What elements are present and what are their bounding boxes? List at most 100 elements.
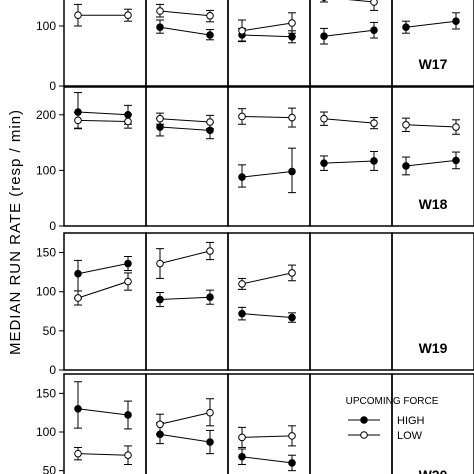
panel-frame-w18-1 — [63, 86, 147, 227]
data-point-low — [370, 119, 378, 127]
series-line-high — [241, 313, 293, 319]
data-point-high — [156, 23, 164, 32]
series-line-high — [405, 159, 457, 167]
series-line-high — [159, 126, 211, 131]
data-point-low — [206, 12, 214, 20]
panel-frame-w18-3 — [227, 86, 311, 227]
legend-low-marker — [360, 431, 368, 439]
data-point-high — [238, 452, 246, 461]
subject-label-w19: W19 — [419, 340, 448, 356]
data-point-low — [288, 432, 296, 440]
data-point-low — [288, 19, 296, 27]
data-point-low — [238, 27, 246, 35]
legend-high-marker — [360, 416, 368, 424]
subject-label-w20: W20 — [419, 467, 448, 474]
series-line-low — [77, 281, 129, 299]
panel-frame-w19-3 — [227, 232, 311, 371]
data-point-high — [320, 159, 328, 167]
series-line-high — [241, 171, 293, 178]
legend: UPCOMING FORCE HIGH LOW — [346, 396, 439, 442]
series-line-low — [77, 119, 129, 122]
data-point-high — [320, 32, 328, 41]
y-tick-label: 50 — [43, 464, 57, 474]
data-point-low — [402, 121, 410, 129]
data-point-low — [206, 408, 214, 417]
y-axis-label: MEDIAN RUN RATE (resp / min) — [7, 109, 24, 355]
panel-frame-w19-1 — [63, 232, 147, 371]
data-point-low — [288, 269, 296, 277]
data-point-low — [238, 112, 246, 121]
data-point-high — [74, 405, 82, 413]
data-point-low — [370, 0, 378, 6]
series-line-high — [77, 111, 129, 116]
data-point-high — [452, 17, 460, 26]
data-point-high — [288, 33, 296, 41]
y-tick-label: 0 — [49, 79, 56, 93]
series-line-high — [405, 20, 457, 28]
data-point-low — [321, 0, 327, 1]
subject-label-w17: W17 — [419, 56, 448, 72]
data-point-low — [288, 113, 296, 122]
series-line-high — [159, 296, 211, 301]
series-line-high — [77, 408, 129, 416]
legend-high-label: HIGH — [397, 415, 425, 427]
data-point-high — [238, 309, 246, 318]
data-point-low — [156, 420, 164, 429]
series-line-high — [159, 433, 211, 443]
y-tick-label: 0 — [49, 219, 56, 233]
series-line-low — [159, 10, 211, 17]
series-line-low — [241, 22, 293, 32]
data-point-high — [124, 259, 132, 268]
series-line-low — [405, 124, 457, 128]
series-line-low — [77, 453, 129, 456]
data-point-high — [206, 293, 214, 301]
data-point-low — [124, 277, 132, 286]
series-line-low — [323, 118, 375, 124]
y-tick-label: 150 — [36, 386, 56, 400]
data-point-low — [74, 116, 82, 125]
data-point-low — [238, 433, 246, 442]
series-line-high — [241, 456, 293, 464]
y-tick-label: 150 — [36, 246, 56, 260]
data-point-high — [288, 167, 296, 176]
series-line-high — [77, 263, 129, 275]
data-point-low — [124, 11, 132, 19]
marks-layer — [74, 0, 460, 472]
panel-frame-w18-2 — [145, 86, 229, 227]
data-point-low — [124, 117, 132, 126]
legend-low-label: LOW — [397, 430, 423, 442]
data-point-high — [238, 173, 246, 181]
panel-frame-w19-4 — [309, 232, 393, 371]
y-tick-label: 100 — [36, 19, 56, 33]
series-line-low — [159, 412, 211, 425]
data-point-high — [156, 295, 164, 304]
panel-frame-w18-5 — [391, 86, 474, 227]
series-line-high — [241, 34, 293, 38]
data-point-low — [238, 280, 246, 288]
series-line-low — [241, 272, 293, 285]
panel-frame-w17-4 — [309, 0, 393, 87]
data-point-low — [74, 294, 82, 302]
subject-label-w18: W18 — [419, 196, 448, 212]
data-point-high — [288, 313, 296, 322]
panel-frame-w19-5 — [391, 232, 474, 371]
series-line-high — [323, 29, 375, 37]
data-point-low — [156, 114, 164, 123]
panel-frame-w18-4 — [309, 86, 393, 227]
panel-frame-w20-5 — [391, 373, 474, 474]
y-tick-label: 50 — [43, 324, 57, 338]
data-point-high — [402, 23, 410, 32]
series-line-low — [241, 115, 293, 119]
y-tick-label: 100 — [36, 425, 56, 439]
data-point-high — [452, 156, 460, 165]
data-point-low — [452, 123, 460, 131]
panel-frame-w20-4 — [309, 373, 393, 474]
data-point-high — [74, 269, 82, 278]
data-point-low — [156, 7, 164, 15]
data-point-low — [74, 449, 82, 458]
series-line-high — [159, 26, 211, 36]
data-point-high — [206, 438, 214, 446]
y-ticks-layer: 0 100 0 100 200 0 50 100 150 50 100 150 — [36, 19, 64, 474]
data-point-low — [156, 259, 164, 268]
